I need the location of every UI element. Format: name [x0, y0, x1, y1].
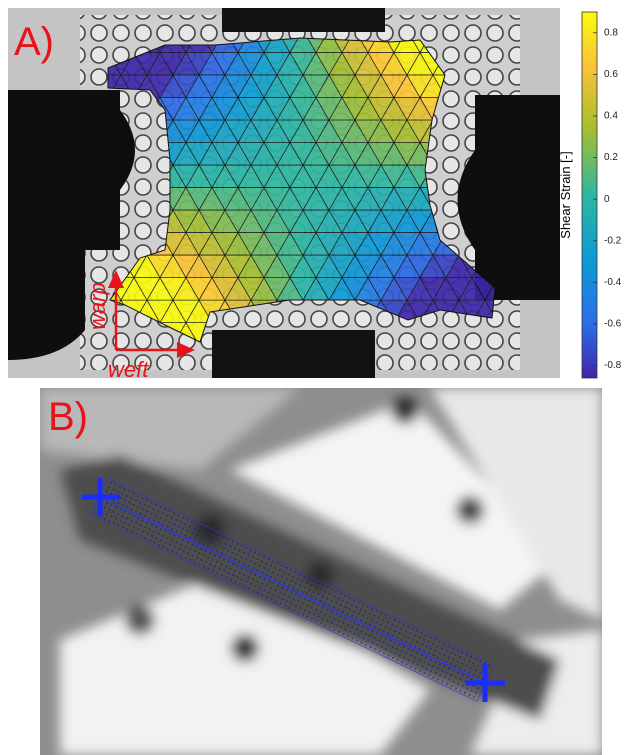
colorbar-tick-label: -0.2: [604, 235, 622, 246]
colorbar-tick-label: 0: [604, 194, 610, 205]
mesh-triangle: [615, 210, 626, 233]
panel-a-image: [8, 8, 626, 390]
mesh-triangle: [615, 120, 626, 143]
colorbar-tick-label: 0.2: [604, 152, 618, 163]
mesh-triangle: [602, 120, 626, 143]
mesh-triangle: [615, 188, 626, 211]
mesh-triangle: [615, 165, 626, 188]
mesh-triangle: [602, 210, 626, 233]
colorbar-tick-label: -0.8: [604, 360, 622, 371]
colorbar-label: Shear Strain [-]: [558, 151, 573, 238]
warp-label: warp: [85, 282, 110, 330]
panel-b-image: [40, 388, 602, 755]
colorbar-tick-label: 0.4: [604, 111, 618, 122]
page: A) warp weft Shear Strain [-] 0.8 0.6 0.4 0…: [0, 0, 626, 755]
mesh-triangle: [602, 255, 626, 278]
panel-label: A): [14, 20, 54, 64]
colorbar-tick-label: -0.4: [604, 277, 622, 288]
mesh-triangle: [615, 255, 626, 278]
colorbar-tick-label: -0.6: [604, 319, 622, 330]
colorbar-tick-label: 0.8: [604, 27, 618, 38]
colorbar: [582, 12, 597, 378]
panel-label: B): [48, 395, 88, 439]
weft-label: weft: [108, 357, 149, 382]
figure: A) warp weft Shear Strain [-] 0.8 0.6 0.4 0…: [0, 0, 626, 755]
mesh-triangle: [602, 165, 626, 188]
colorbar-tick-label: 0.6: [604, 69, 618, 80]
